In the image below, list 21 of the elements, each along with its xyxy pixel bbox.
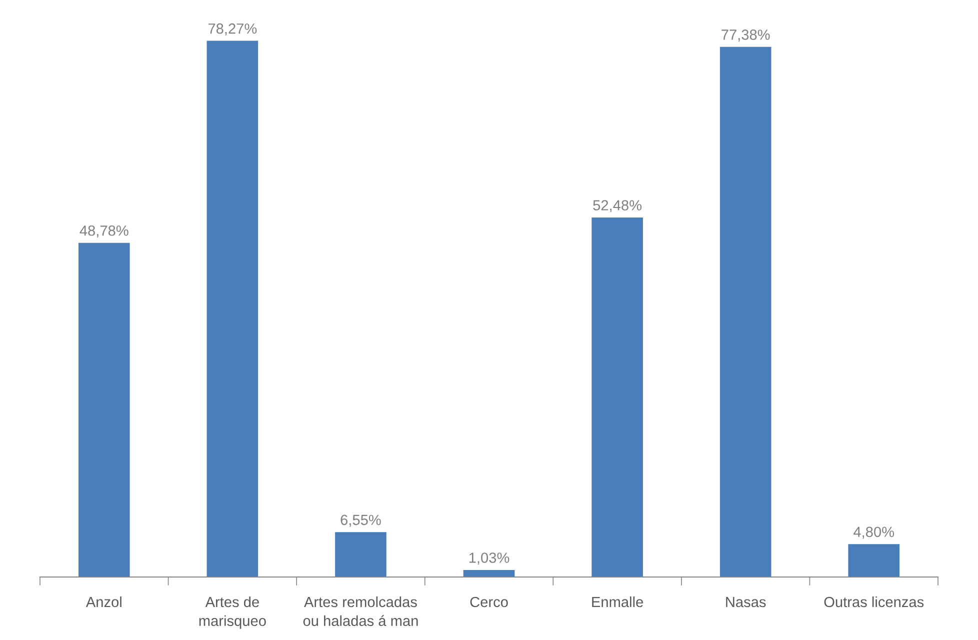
x-tick-label: Nasas [726, 596, 766, 608]
data-label: 52,48% [593, 200, 642, 212]
bar [848, 544, 900, 577]
x-tick-label: Cerco [470, 596, 508, 608]
bar [78, 242, 130, 577]
x-tick-label: Artes remolcadas ou haladas á man [303, 596, 418, 626]
bar [720, 46, 772, 577]
data-label: 77,38% [722, 30, 770, 42]
bar [335, 532, 386, 577]
bar [592, 217, 643, 577]
data-label: 4,80% [854, 526, 894, 539]
bar [463, 570, 515, 577]
data-label: 1,03% [469, 552, 510, 565]
data-label: 48,78% [80, 225, 128, 238]
x-tick-label: Artes de marisqueo [199, 596, 266, 629]
x-tick-label: Enmalle [592, 596, 643, 608]
bar [206, 40, 258, 577]
x-tick-label: Outras licenzas [824, 596, 924, 608]
data-label: 78,27% [208, 23, 257, 36]
data-label: 6,55% [340, 514, 381, 527]
x-tick-label: Anzol [86, 596, 122, 608]
